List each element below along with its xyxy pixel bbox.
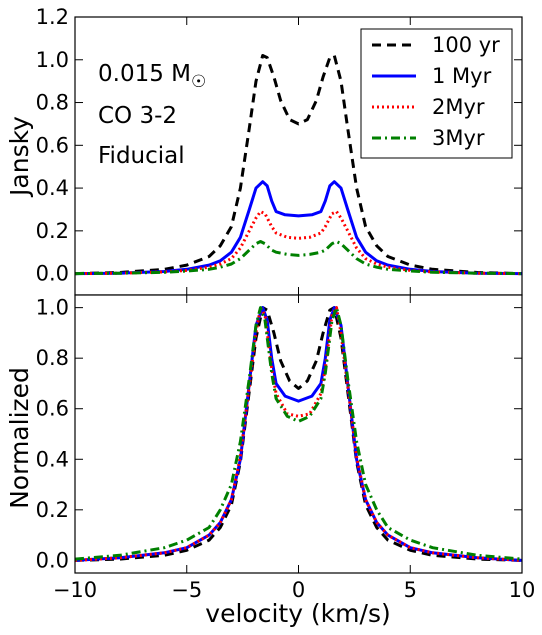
- legend: 100 yr 1 Myr 2Myr 3Myr: [360, 28, 513, 159]
- top-series-3myr: [74, 240, 523, 276]
- bottom-ytick-label: 0.2: [36, 498, 69, 522]
- top-y-axis-label: Jansky: [5, 116, 34, 198]
- top-ytick-label: 0.8: [36, 91, 69, 115]
- xtick-label: −10: [53, 578, 97, 602]
- top-series-100-yr: [74, 54, 523, 276]
- top-panel: 0.0 0.2 0.4 0.6 0.8 1.0 1.2 Jansky 0.015 M☉ CO…: [5, 5, 523, 296]
- top-series-1-myr: [74, 180, 523, 276]
- x-axis-label: velocity (km/s): [205, 599, 390, 628]
- top-ytick-label: 0.2: [36, 219, 69, 243]
- line-annotation: CO 3-2: [98, 103, 177, 129]
- bottom-y-axis-label: Normalized: [5, 367, 34, 509]
- legend-label-2myr: 2Myr: [432, 95, 485, 119]
- top-ytick-label: 1.0: [36, 48, 69, 72]
- bottom-plot-background: [75, 295, 522, 573]
- bottom-ytick-label: 0.0: [36, 548, 69, 572]
- mass-annotation-text: 0.015 M: [98, 61, 191, 87]
- legend-label-1-myr: 1 Myr: [432, 64, 492, 88]
- bottom-ytick-label: 1.0: [36, 296, 69, 320]
- top-series-2myr: [74, 210, 523, 276]
- bottom-panel: 0.0 0.2 0.4 0.6 0.8 1.0 −10 −5 0 5 10 Normalized v…: [5, 294, 536, 628]
- top-ytick-label: 0.0: [36, 262, 69, 286]
- top-ytick-label: 0.6: [36, 133, 69, 157]
- bottom-ytick-label: 0.8: [36, 346, 69, 370]
- bottom-series-2myr: [74, 306, 523, 562]
- sun-symbol: ☉: [191, 72, 206, 92]
- xtick-label: −5: [171, 578, 202, 602]
- legend-label-100-yr: 100 yr: [432, 33, 500, 57]
- xtick-label: 0: [292, 578, 305, 602]
- bottom-ytick-label: 0.6: [36, 397, 69, 421]
- bottom-series-100-yr: [74, 306, 523, 562]
- xtick-label: 10: [509, 578, 536, 602]
- bottom-series-3myr: [74, 306, 523, 561]
- xtick-label: 5: [404, 578, 417, 602]
- top-ytick-label: 0.4: [36, 176, 69, 200]
- legend-label-3myr: 3Myr: [432, 126, 485, 150]
- bottom-ticks: 0.0 0.2 0.4 0.6 0.8 1.0 −10 −5 0 5 10: [36, 295, 536, 602]
- legend-box: [360, 28, 513, 159]
- bottom-plot-frame: [74, 294, 523, 574]
- bottom-ytick-label: 0.4: [36, 447, 69, 471]
- top-ticks: 0.0 0.2 0.4 0.6 0.8 1.0 1.2: [36, 5, 523, 295]
- top-ytick-label: 1.2: [36, 5, 69, 29]
- mass-annotation: 0.015 M☉: [98, 61, 206, 92]
- bottom-series-lines: [74, 306, 523, 562]
- model-annotation: Fiducial: [98, 143, 185, 169]
- top-series-lines: [74, 54, 523, 276]
- legend-entries: 100 yr 1 Myr 2Myr 3Myr: [372, 33, 500, 150]
